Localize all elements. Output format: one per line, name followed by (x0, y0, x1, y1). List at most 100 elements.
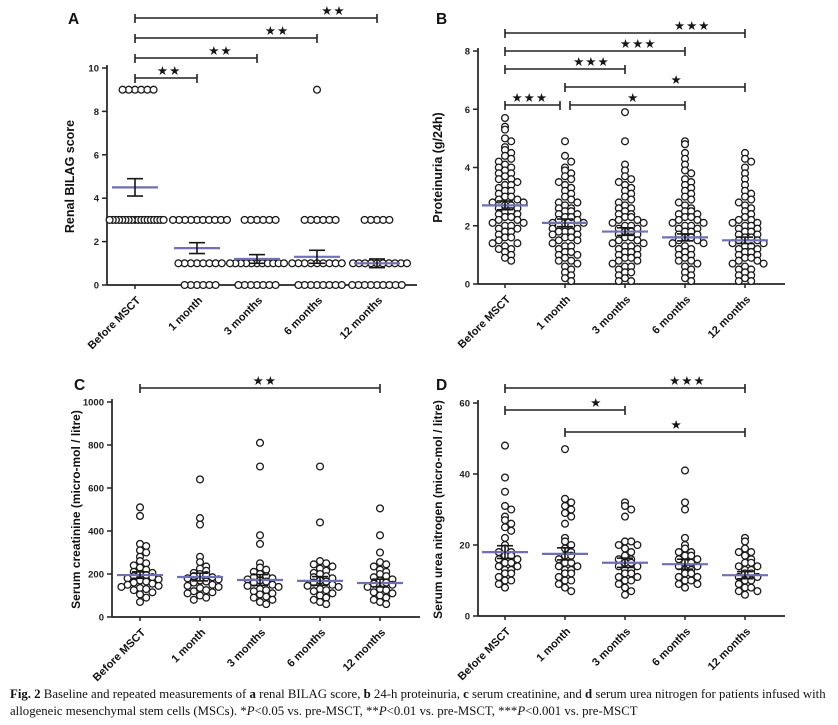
data-point (328, 562, 337, 571)
data-point (573, 236, 582, 245)
data-point (135, 511, 145, 521)
data-point (249, 593, 258, 602)
series-1-month (542, 445, 588, 596)
y-tick-label: 4 (94, 194, 100, 205)
data-point (149, 85, 158, 94)
data-point (195, 514, 205, 523)
data-point (240, 215, 249, 224)
data-point (500, 113, 510, 123)
data-point (331, 215, 340, 224)
data-point (234, 280, 243, 290)
data-point (183, 589, 192, 598)
x-tick-label: 12 months (706, 626, 753, 673)
data-point (608, 239, 617, 248)
significance-bracket: ★ (569, 90, 686, 110)
data-point (500, 523, 510, 532)
panel-b-proteinuria-chart: 0 2 4 6 8 Proteinuria (g/24h) Before MSCT 1 mon… (431, 11, 785, 351)
panel-letter: D (436, 377, 447, 394)
x-tick-label: 6 months (282, 295, 325, 338)
data-point (195, 475, 205, 484)
data-point (687, 277, 696, 286)
data-point (680, 505, 690, 514)
data-point (627, 587, 636, 596)
series-before-msct (117, 503, 163, 607)
data-point (334, 582, 343, 591)
data-point (217, 259, 226, 268)
y-tick-label: 2 (94, 237, 99, 248)
x-tick-label: Before MSCT (91, 626, 149, 684)
data-point (375, 504, 385, 513)
x-tick-label: 3 months (222, 295, 265, 338)
data-point (734, 562, 743, 571)
data-point (363, 582, 372, 591)
data-point (693, 259, 702, 268)
data-point (734, 277, 743, 286)
data-point (500, 487, 510, 496)
data-point (627, 195, 636, 204)
data-point (513, 562, 522, 571)
data-point (687, 576, 696, 585)
caption-segment: <0.01 vs. pre-MSCT, *** (386, 704, 518, 719)
data-point (680, 140, 690, 149)
data-point (560, 509, 570, 518)
data-point (375, 531, 385, 540)
data-point (271, 280, 280, 290)
significance-stars: ★ (590, 395, 602, 410)
data-point (674, 256, 683, 265)
data-point (142, 559, 151, 568)
data-point (560, 445, 570, 454)
data-point (507, 233, 516, 242)
data-point (385, 215, 394, 224)
data-point (189, 595, 198, 604)
caption-segment: P (246, 704, 255, 719)
data-point (567, 277, 576, 286)
data-point (507, 576, 516, 585)
data-point (118, 85, 127, 94)
data-point (620, 501, 630, 511)
data-point (627, 505, 636, 514)
y-tick-label: 400 (88, 527, 104, 538)
data-point (620, 590, 630, 599)
data-point (255, 462, 265, 471)
data-point (633, 572, 642, 582)
data-point (567, 157, 576, 166)
series-3-months (225, 215, 289, 290)
x-tick-label: 3 months (590, 294, 633, 337)
data-point (303, 581, 312, 590)
significance-stars: ★★★ (674, 18, 711, 33)
data-point (360, 215, 369, 224)
y-axis-title: Serum urea nitrogen (micro-mol / litre) (431, 400, 445, 619)
data-point (699, 218, 708, 227)
data-point (382, 593, 391, 602)
data-point (560, 519, 570, 528)
panel-letter: A (68, 11, 79, 28)
data-point (315, 462, 325, 471)
data-point (687, 195, 696, 204)
significance-stars: ★ (627, 90, 639, 105)
data-point (500, 441, 510, 450)
data-point (627, 277, 636, 286)
data-point (312, 85, 322, 94)
data-point (262, 592, 271, 601)
y-tick-label: 600 (88, 484, 104, 495)
data-point (620, 108, 630, 117)
data-point (513, 239, 522, 248)
data-point (639, 218, 648, 227)
caption-segment: a (249, 687, 256, 701)
data-point (507, 154, 516, 163)
series-before-msct (105, 85, 168, 224)
data-point (328, 589, 337, 598)
data-point (255, 531, 265, 540)
data-point (142, 593, 151, 602)
data-point (322, 593, 331, 602)
y-tick-label: 800 (88, 441, 104, 452)
data-point (507, 256, 516, 265)
data-point (208, 588, 217, 597)
caption-segment: Fig. 2 (10, 687, 41, 701)
data-point (567, 587, 576, 596)
data-point (668, 239, 677, 248)
data-point (573, 562, 582, 571)
data-point (500, 501, 510, 511)
series-6-months (662, 466, 708, 592)
data-point (674, 580, 683, 589)
